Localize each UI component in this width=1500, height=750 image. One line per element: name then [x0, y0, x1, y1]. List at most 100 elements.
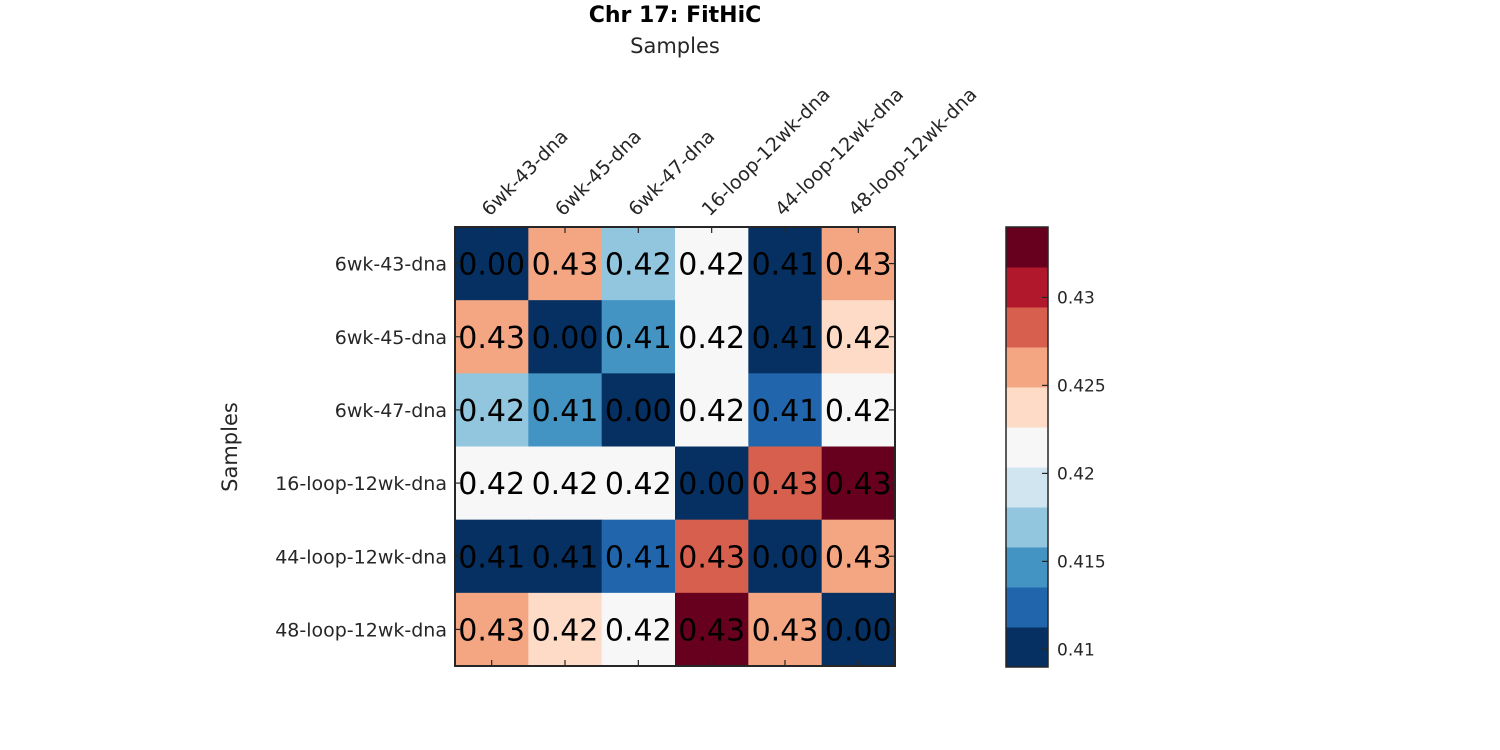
cell-value-label: 0.41	[532, 540, 599, 575]
heatmap-cell	[601, 519, 676, 594]
colorbar-frame	[1005, 226, 1049, 668]
y-tick-label: 16-loop-12wk-dna	[275, 473, 447, 495]
colorbar-swatch	[1006, 307, 1048, 348]
cell-value-label: 0.43	[825, 540, 892, 575]
heatmap-cell	[748, 519, 823, 594]
heatmap-cell	[748, 592, 823, 667]
cell-value-label: 0.41	[752, 248, 819, 283]
chart-title: Chr 17: FitHiC	[589, 3, 762, 28]
heatmap-cell	[528, 300, 603, 374]
heatmap-cell	[821, 446, 896, 521]
colorbar-swatch	[1006, 387, 1048, 428]
cell-value-label: 0.43	[825, 248, 892, 283]
heatmap-cell	[675, 446, 749, 521]
colorbar-swatch	[1006, 507, 1048, 548]
colorbar-swatch	[1006, 267, 1048, 308]
heatmap-cell	[528, 519, 603, 594]
cell-value-label: 0.41	[605, 540, 672, 575]
heatmap-cell	[528, 446, 603, 521]
cell-value-label: 0.00	[752, 540, 819, 575]
colorbar-swatch	[1006, 627, 1048, 668]
heatmap-cell	[748, 373, 823, 447]
cell-value-label: 0.00	[678, 467, 745, 502]
cell-value-label: 0.00	[825, 613, 892, 648]
heatmap-cell	[455, 519, 529, 594]
y-tick-label: 6wk-45-dna	[335, 327, 447, 349]
y-tick-label: 44-loop-12wk-dna	[275, 546, 447, 568]
y-axis-label: Samples	[218, 402, 242, 492]
colorbar-swatch	[1006, 467, 1048, 508]
cell-value-label: 0.42	[678, 248, 745, 283]
heatmap-cell	[601, 373, 676, 447]
cell-value-label: 0.43	[532, 248, 599, 283]
heatmap-cell	[455, 373, 529, 447]
heatmap-cell	[821, 227, 896, 301]
cell-value-label: 0.43	[678, 540, 745, 575]
heatmap-cell	[601, 446, 676, 521]
colorbar-swatch	[1006, 547, 1048, 588]
cell-value-label: 0.42	[678, 394, 745, 429]
cell-value-label: 0.42	[825, 394, 892, 429]
heatmap-cell	[455, 300, 529, 374]
cell-value-label: 0.42	[458, 467, 525, 502]
heatmap-cell	[821, 592, 896, 667]
colorbar-tick-label: 0.42	[1057, 464, 1095, 484]
cell-value-label: 0.43	[458, 613, 525, 648]
heatmap-cell	[455, 592, 529, 667]
heatmap-cell	[675, 519, 749, 594]
colorbar-swatch	[1006, 587, 1048, 628]
y-tick-label: 6wk-43-dna	[335, 254, 447, 276]
cell-value-label: 0.42	[532, 467, 599, 502]
cell-value-label: 0.42	[825, 321, 892, 356]
heatmap-cell	[455, 227, 529, 301]
cell-value-label: 0.43	[752, 467, 819, 502]
heatmap-cell	[675, 227, 749, 301]
y-tick-label: 6wk-47-dna	[335, 400, 447, 422]
cell-value-label: 0.41	[458, 540, 525, 575]
heatmap-cell	[821, 300, 896, 374]
heatmap-cell	[601, 227, 676, 301]
colorbar-swatch	[1006, 347, 1048, 388]
cell-value-label: 0.42	[605, 613, 672, 648]
cell-value-label: 0.41	[752, 394, 819, 429]
heatmap-cell	[748, 227, 823, 301]
cell-value-label: 0.42	[678, 321, 745, 356]
heatmap-cell	[528, 592, 603, 667]
cell-value-label: 0.42	[532, 613, 599, 648]
x-axis-label: Samples	[630, 34, 720, 58]
heatmap-cell	[528, 373, 603, 447]
y-tick-label: 48-loop-12wk-dna	[275, 619, 447, 641]
heatmap-frame	[454, 226, 896, 667]
heatmap-cell	[675, 373, 749, 447]
cell-value-label: 0.43	[825, 467, 892, 502]
colorbar-tick-label: 0.43	[1057, 288, 1095, 308]
heatmap-cell	[675, 300, 749, 374]
cell-value-label: 0.42	[605, 248, 672, 283]
colorbar-tick-label: 0.41	[1057, 640, 1095, 660]
x-tick-label: 48-loop-12wk-dna	[844, 83, 981, 220]
cell-value-label: 0.42	[605, 467, 672, 502]
heatmap-cell	[528, 227, 603, 301]
cell-value-label: 0.41	[532, 394, 599, 429]
cell-value-label: 0.00	[605, 394, 672, 429]
cell-value-label: 0.43	[458, 321, 525, 356]
heatmap-cell	[748, 446, 823, 521]
x-tick-label: 44-loop-12wk-dna	[771, 83, 908, 220]
cell-value-label: 0.43	[752, 613, 819, 648]
cell-value-label: 0.43	[678, 613, 745, 648]
x-tick-label: 16-loop-12wk-dna	[698, 83, 835, 220]
colorbar-tick-label: 0.415	[1057, 552, 1106, 572]
cell-value-label: 0.41	[605, 321, 672, 356]
colorbar-swatch	[1006, 427, 1048, 468]
heatmap-cell	[601, 592, 676, 667]
heatmap-cell	[821, 519, 896, 594]
heatmap-cell	[455, 446, 529, 521]
heatmap-cell	[675, 592, 749, 667]
cell-value-label: 0.00	[458, 248, 525, 283]
cell-value-label: 0.42	[458, 394, 525, 429]
colorbar-tick-label: 0.425	[1057, 376, 1106, 396]
heatmap-cell	[748, 300, 823, 374]
heatmap-cell	[601, 300, 676, 374]
cell-value-label: 0.41	[752, 321, 819, 356]
